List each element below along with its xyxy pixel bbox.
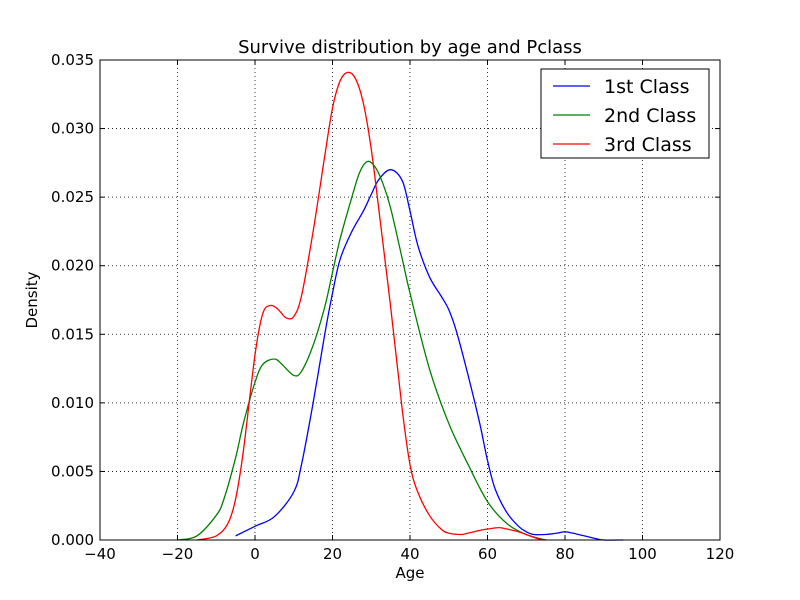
y-tick-label: 0.000 <box>51 531 94 549</box>
y-tick-label: 0.005 <box>51 462 94 480</box>
legend-label-2nd-class: 2nd Class <box>604 105 696 127</box>
legend: 1st Class 2nd Class 3rd Class <box>540 68 710 159</box>
series-lines <box>177 71 624 541</box>
y-axis-ticks: 0.000 0.005 0.010 0.015 0.020 0.025 0.030 0.035 <box>51 51 720 549</box>
x-tick-label: 0 <box>250 545 260 563</box>
y-tick-label: 0.020 <box>51 257 94 275</box>
x-tick-label: 120 <box>706 545 735 563</box>
x-tick-label: −40 <box>84 545 116 563</box>
y-tick-label: 0.025 <box>51 188 94 206</box>
x-axis-title: Age <box>395 564 424 582</box>
y-tick-label: 0.010 <box>51 394 94 412</box>
x-tick-label: 40 <box>400 545 419 563</box>
x-tick-label: 20 <box>323 545 342 563</box>
x-axis-ticks: −40 −20 0 20 40 60 80 100 120 <box>84 60 734 563</box>
legend-label-3rd-class: 3rd Class <box>604 134 692 156</box>
y-tick-label: 0.035 <box>51 51 94 69</box>
x-tick-label: 80 <box>555 545 574 563</box>
series-line-1st-class <box>235 169 624 541</box>
y-axis-title: Density <box>23 271 41 328</box>
x-tick-label: 60 <box>478 545 497 563</box>
chart-title: Survive distribution by age and Pclass <box>238 37 582 58</box>
x-tick-label: −20 <box>162 545 194 563</box>
series-line-3rd-class <box>196 71 546 541</box>
y-tick-label: 0.015 <box>51 325 94 343</box>
legend-box <box>540 68 710 159</box>
y-tick-label: 0.030 <box>51 120 94 138</box>
legend-label-1st-class: 1st Class <box>604 76 689 98</box>
series-line-2nd-class <box>177 160 546 541</box>
x-tick-label: 100 <box>628 545 657 563</box>
